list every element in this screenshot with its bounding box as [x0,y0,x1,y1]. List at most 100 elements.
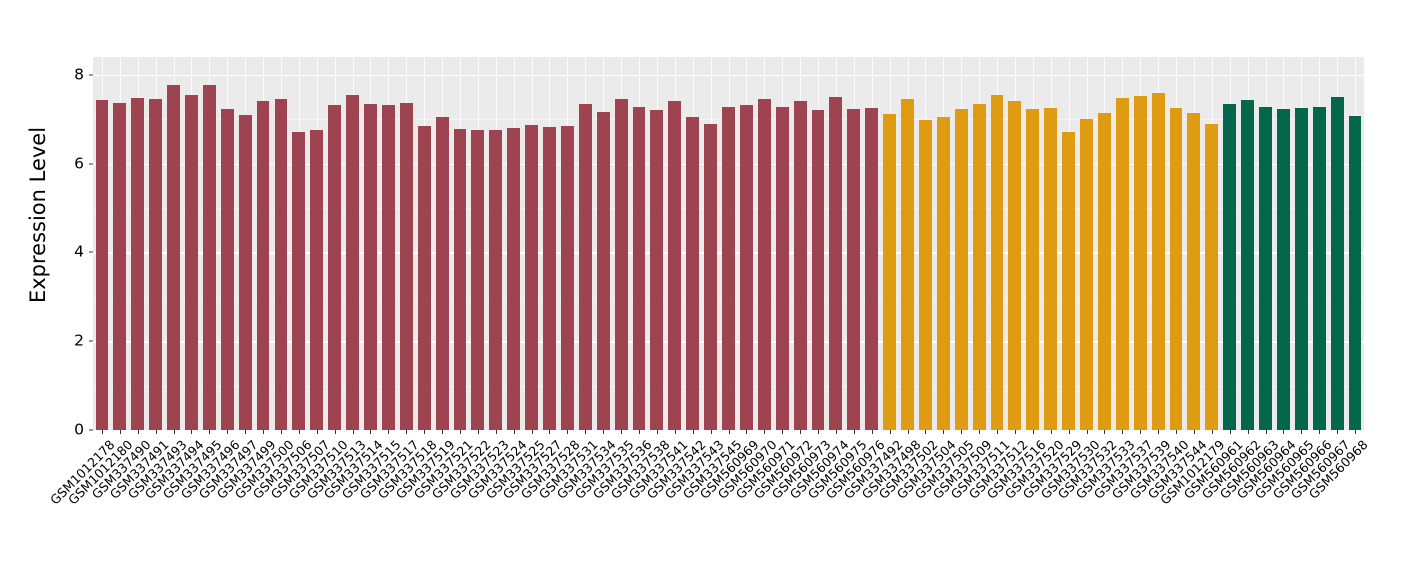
bar [310,129,324,430]
bar [1008,101,1022,430]
y-axis-tick-mark [89,74,93,76]
bar [435,116,449,430]
x-axis-tick-mark [388,430,390,434]
x-axis-tick-mark [692,430,694,434]
x-axis-tick-mark [1211,430,1213,434]
x-axis-tick-mark [406,430,408,434]
x-axis-tick-mark [728,430,730,434]
x-axis-tick-mark [370,430,372,434]
x-axis-tick-mark [567,430,569,434]
y-axis-tick-label: 4 [74,242,84,261]
bar [328,104,342,430]
bar [1097,112,1111,430]
x-axis-tick-mark [889,430,891,434]
bar [865,108,879,430]
x-axis-tick-mark [585,430,587,434]
x-axis-tick-mark [495,430,497,434]
bar [543,127,556,430]
bar [847,108,861,430]
x-axis-tick-mark [442,430,444,434]
x-axis-tick-mark [316,430,318,434]
x-axis-tick-mark [835,430,837,434]
y-axis-tick-mark [89,163,93,165]
bar [1312,106,1326,430]
bar [525,124,538,430]
bar [202,84,216,430]
bar [668,101,682,430]
y-axis-title: Expression Level [18,0,58,430]
y-axis-tick-label: 8 [74,65,84,83]
x-axis-tick-mark [334,430,336,434]
bar [238,115,252,430]
bar [1115,98,1129,430]
x-axis-tick-mark [997,430,999,434]
x-axis-tick-mark [549,430,551,434]
x-axis-tick-mark [961,430,963,434]
x-axis-tick-mark [1158,430,1160,434]
y-axis-tick-mark [89,340,93,342]
x-axis-tick-mark [1337,430,1339,434]
bar [1080,118,1093,430]
bar [417,125,431,430]
x-axis-tick-mark [674,430,676,434]
bar [149,99,163,430]
x-axis-tick-mark [1122,430,1124,434]
bar [346,94,359,430]
x-axis-tick-mark [979,430,981,434]
bar [1330,96,1344,430]
x-axis-tick-mark [764,430,766,434]
bar [381,104,395,430]
bar [918,120,932,430]
x-axis-tick-mark [352,430,354,434]
bar [883,113,897,430]
bar [131,97,145,430]
x-axis-tick-mark [424,430,426,434]
bar [1169,107,1183,430]
x-axis-tick-mark [119,430,121,434]
x-axis-tick-mark [1176,430,1178,434]
bar [399,102,413,430]
x-axis-tick-mark [477,430,479,434]
x-axis-tick-mark [853,430,855,434]
plot-panel [93,57,1364,430]
x-axis-tick-mark [1319,430,1321,434]
x-axis-tick-mark [101,430,103,434]
x-axis-tick-mark [459,430,461,434]
y-axis-tick-mark [89,429,93,431]
bar [936,117,950,430]
bar [739,105,753,430]
bar [1026,109,1040,430]
x-axis-tick-mark [1193,430,1195,434]
bar [1151,92,1165,430]
x-axis-tick-mark [531,430,533,434]
bar [614,99,628,430]
x-axis-tick-mark [710,430,712,434]
x-axis-tick-mark [298,430,300,434]
x-axis-tick-mark [746,430,748,434]
x-axis-tick-mark [1247,430,1249,434]
bar [185,95,198,430]
bar [1223,103,1237,430]
x-axis: GSM1012178 GSM1012180 GSM337490 GSM337491 GS… [47,430,1371,580]
bar [686,116,700,430]
bar [95,99,109,430]
x-axis-tick-mark [1050,430,1052,434]
bar [1259,107,1272,430]
y-axis-tick-label: 2 [74,331,84,350]
bar [292,131,306,430]
x-axis-tick-mark [638,430,640,434]
bar [471,129,485,430]
bar [757,98,771,430]
x-axis-tick-mark [245,430,247,434]
bar [1044,107,1058,430]
bar [990,94,1004,430]
x-axis-tick-mark [191,430,193,434]
y-axis-title-label: Expression Level [26,126,51,304]
x-axis-tick-mark [1265,430,1267,434]
bar [632,106,646,430]
bars-container [93,57,1364,430]
x-axis-tick-mark [871,430,873,434]
x-axis-tick-mark [513,430,515,434]
bar [489,130,503,430]
